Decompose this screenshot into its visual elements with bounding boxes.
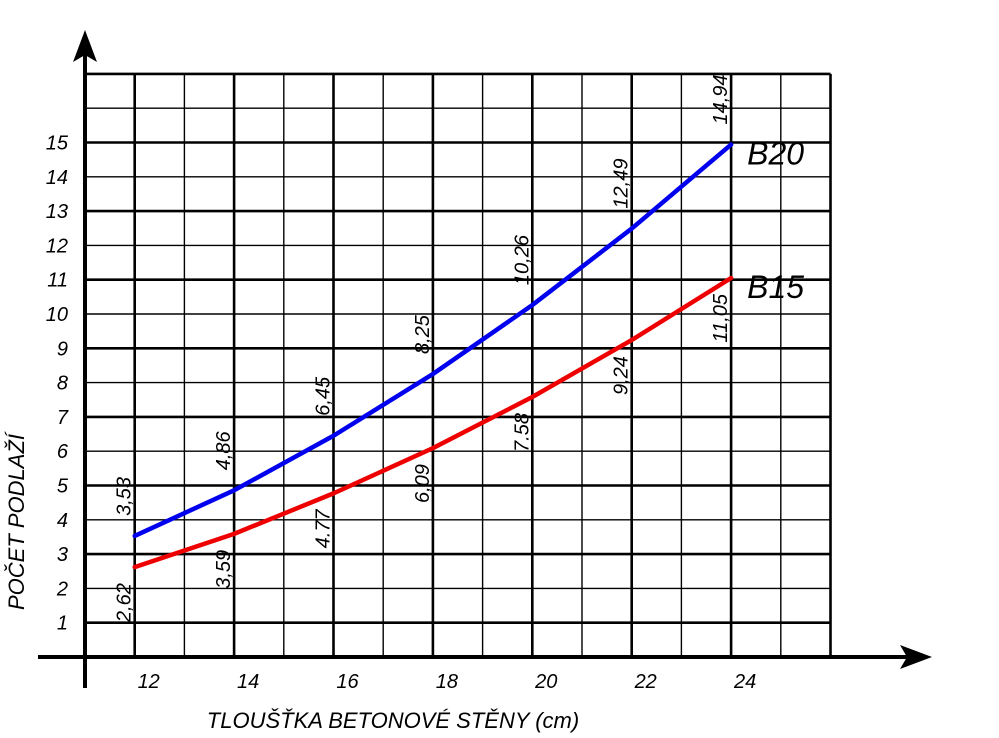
x-tick-label: 18 (436, 671, 458, 693)
data-label-b15: 3,59 (213, 550, 235, 589)
axes (38, 30, 932, 688)
data-label-b15: 6,09 (412, 464, 434, 503)
data-label-b20: 3,53 (114, 477, 136, 516)
data-label-b20: 14,94 (710, 74, 732, 124)
data-label-b15: 7.58 (511, 413, 533, 452)
y-tick-label: 13 (46, 201, 68, 223)
y-tick-label: 14 (46, 167, 68, 189)
x-tick-label: 22 (634, 671, 657, 693)
data-labels: 3,53 4,86 6,45 8,25 10,26 12,49 14,94 B20 2,62 3,… (114, 74, 805, 623)
data-label-b15: 11,05 (710, 293, 732, 342)
y-tick-label: 8 (57, 373, 68, 395)
x-tick-label: 20 (534, 671, 557, 693)
y-tick-label: 15 (46, 133, 69, 155)
y-tick-label: 6 (57, 441, 69, 463)
data-label-b15: 2,62 (114, 583, 136, 623)
y-axis-title: POČET PODLAŽÍ (4, 431, 29, 610)
x-tick-label: 24 (733, 671, 756, 693)
y-tick-label: 12 (46, 235, 68, 257)
series-line-b20 (132, 142, 734, 539)
x-tick-label: 16 (336, 671, 359, 693)
y-tick-label: 2 (56, 578, 68, 600)
data-label-b20: 4,86 (213, 430, 235, 470)
x-axis-title: TLOUŠŤKA BETONOVÉ STĚNY (cm) (207, 708, 579, 733)
x-tick-label: 14 (237, 671, 259, 693)
y-tick-label: 5 (57, 476, 69, 498)
series-name-b15: B15 (747, 269, 804, 305)
series-line-b15 (132, 275, 734, 570)
y-tick-label: 4 (57, 510, 68, 532)
data-label-b15: 9,24 (611, 356, 633, 395)
data-label-b20: 6,45 (313, 376, 335, 416)
y-tick-label: 7 (57, 407, 69, 429)
data-label-b20: 12,49 (611, 159, 633, 209)
series-lines (132, 142, 734, 570)
data-label-b20: 10,26 (511, 234, 533, 285)
y-axis-arrow (73, 30, 97, 62)
y-tick-label: 11 (47, 270, 68, 292)
series-name-b20: B20 (747, 136, 804, 172)
x-tick-label: 12 (138, 671, 160, 693)
data-label-b15: 4.77 (313, 509, 335, 549)
y-tick-label: 1 (57, 613, 68, 635)
y-tick-label: 10 (46, 304, 68, 326)
y-tick-label: 9 (57, 338, 68, 360)
x-axis-arrow (900, 645, 932, 669)
y-tick-label: 3 (57, 544, 68, 566)
grid (85, 72, 832, 657)
data-label-b20: 8,25 (412, 314, 434, 354)
